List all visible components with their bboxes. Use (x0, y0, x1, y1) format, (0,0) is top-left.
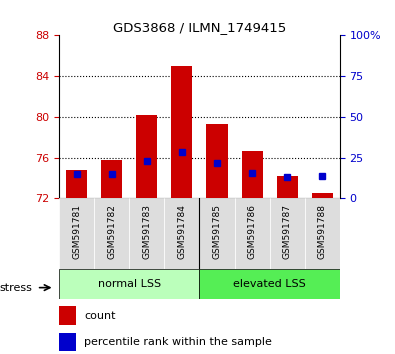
Bar (59, 333, 76, 351)
Title: GDS3868 / ILMN_1749415: GDS3868 / ILMN_1749415 (113, 21, 286, 34)
Text: percentile rank within the sample: percentile rank within the sample (85, 337, 273, 347)
Text: normal LSS: normal LSS (98, 279, 161, 289)
FancyBboxPatch shape (59, 269, 199, 299)
FancyBboxPatch shape (199, 198, 235, 269)
Bar (276, 176, 298, 198)
FancyBboxPatch shape (305, 198, 340, 269)
Bar (66, 170, 87, 198)
Text: GSM591781: GSM591781 (72, 204, 81, 259)
Text: count: count (85, 311, 116, 321)
FancyBboxPatch shape (199, 269, 340, 299)
Text: GSM591782: GSM591782 (107, 204, 117, 259)
Text: GSM591785: GSM591785 (213, 204, 222, 259)
Bar (59, 306, 76, 325)
FancyBboxPatch shape (94, 198, 130, 269)
Text: GSM591788: GSM591788 (318, 204, 327, 259)
FancyBboxPatch shape (130, 198, 164, 269)
Text: elevated LSS: elevated LSS (233, 279, 306, 289)
Text: stress: stress (0, 282, 33, 293)
Text: GSM591783: GSM591783 (142, 204, 151, 259)
Text: GSM591784: GSM591784 (177, 204, 186, 259)
Bar (242, 152, 263, 198)
FancyBboxPatch shape (235, 198, 269, 269)
Bar (136, 115, 157, 198)
FancyBboxPatch shape (164, 198, 199, 269)
Text: GSM591787: GSM591787 (282, 204, 292, 259)
Bar (171, 66, 192, 198)
Bar (312, 193, 333, 198)
FancyBboxPatch shape (269, 198, 305, 269)
Bar (207, 124, 228, 198)
Text: GSM591786: GSM591786 (248, 204, 257, 259)
FancyBboxPatch shape (59, 198, 94, 269)
Bar (101, 160, 122, 198)
